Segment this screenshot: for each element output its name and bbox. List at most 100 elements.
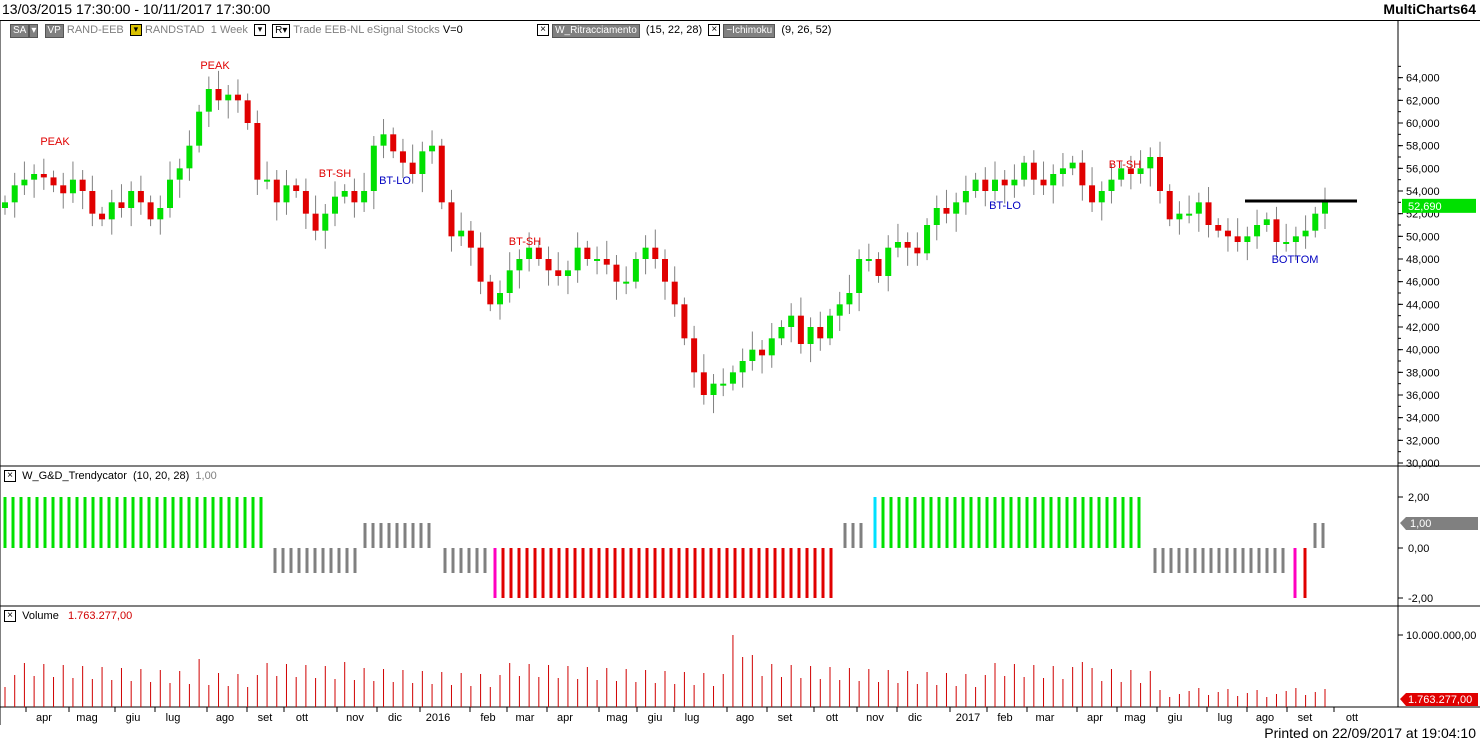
candle-body — [79, 179, 86, 191]
candle-body — [594, 259, 601, 261]
candle-body — [1195, 202, 1202, 214]
color-swatch[interactable]: ▾ — [129, 24, 142, 37]
trend-last-tag — [1406, 517, 1478, 530]
trend-label: 0,00 — [1408, 543, 1429, 555]
candle-body — [924, 225, 931, 254]
time-label: 2017 — [956, 712, 980, 724]
candle-body — [497, 293, 503, 305]
exchange-label: EEB-NL — [324, 24, 364, 36]
close-icon[interactable]: × — [4, 470, 16, 483]
trade-label: Trade — [293, 24, 322, 36]
candle-body — [1186, 213, 1193, 216]
candle-body — [749, 349, 756, 361]
candle-body — [865, 259, 872, 261]
candle-body — [1263, 219, 1270, 225]
candle-body — [1118, 168, 1125, 180]
trend-last-label: 1,00 — [1410, 518, 1431, 530]
indicator-params: (15, 22, 28) — [645, 24, 703, 36]
close-icon[interactable]: × — [708, 24, 721, 37]
candle-body — [992, 179, 998, 191]
signal-label: PEAK — [40, 136, 70, 148]
vp-button[interactable]: VP — [44, 24, 64, 38]
candle-body — [1234, 236, 1241, 242]
candle-body — [99, 213, 106, 220]
candle-body — [1254, 225, 1261, 237]
symbol-name: RANDSTAD — [144, 24, 205, 36]
candle-body — [759, 349, 766, 356]
candle-body — [254, 123, 261, 180]
candle-body — [1040, 179, 1047, 186]
candle-body — [40, 174, 47, 178]
candle-body — [1108, 179, 1115, 191]
candle-body — [846, 293, 853, 305]
candle-body — [215, 89, 222, 101]
candle-body — [739, 361, 746, 373]
signal-label: BT-SH — [319, 168, 351, 180]
price-label: 46,000 — [1406, 277, 1440, 289]
interval-dropdown[interactable]: ▾ — [253, 24, 266, 37]
candle-body — [1244, 236, 1251, 242]
candle-body — [720, 383, 727, 386]
candle-body — [836, 304, 843, 316]
candle-body — [1127, 168, 1134, 174]
candle-body — [1302, 230, 1309, 237]
candle-body — [302, 191, 309, 214]
pane2-header: × W_G&D_Trendycator (10, 20, 28) 1,00 — [4, 469, 217, 484]
candle-body — [652, 247, 659, 259]
candle-body — [1176, 213, 1183, 220]
date-range: 13/03/2015 17:30:00 - 10/11/2017 17:30:0… — [2, 1, 271, 17]
candle-body — [1283, 242, 1290, 244]
candle-body — [1098, 191, 1105, 203]
candle-body — [1157, 157, 1163, 191]
candle-body — [390, 134, 397, 152]
candle-body — [768, 338, 775, 356]
candle-body — [1215, 225, 1222, 231]
time-label: 2016 — [426, 712, 450, 724]
chart-area[interactable]: 64,000 62,000 60,000 58,000 56,000 54,000 52,0… — [0, 20, 1480, 725]
sa-dropdown[interactable]: ▾ — [29, 24, 39, 38]
candle-body — [1069, 162, 1076, 169]
chart-canvas[interactable]: 64,00062,00060,00058,00056,00054,00052,0… — [0, 21, 1480, 725]
candle-body — [564, 270, 571, 276]
app-name: MultiCharts64 — [1383, 1, 1476, 17]
candle-body — [933, 208, 940, 225]
trend-label: -2,00 — [1408, 593, 1433, 605]
candle-body — [118, 202, 125, 208]
time-label: apr — [557, 712, 573, 724]
candle-body — [176, 168, 183, 180]
pane2-name: W_G&D_Trendycator — [22, 470, 127, 482]
candle-body — [31, 174, 38, 180]
time-label: giu — [648, 712, 663, 724]
feed-label: eSignal — [367, 24, 404, 36]
candle-body — [700, 372, 707, 395]
sa-button[interactable]: SA — [10, 24, 30, 38]
candle-body — [574, 247, 581, 271]
candle-body — [1089, 185, 1096, 203]
candle-body — [545, 259, 552, 271]
indicator-ichimoku[interactable]: ~Ichimoku — [723, 24, 776, 38]
price-label: 48,000 — [1406, 254, 1440, 266]
indicator-ritracciamento[interactable]: W_Ritracciamento — [552, 24, 640, 38]
candle-body — [21, 179, 28, 186]
candle-body — [1030, 162, 1037, 180]
candle-body — [244, 100, 251, 123]
time-label: feb — [480, 712, 495, 724]
candle-body — [167, 179, 173, 208]
candle-body — [953, 202, 960, 214]
candle-body — [894, 242, 901, 248]
close-icon[interactable]: × — [4, 610, 16, 623]
candle-body — [506, 270, 513, 293]
time-label: dic — [388, 712, 403, 724]
candle-body — [535, 247, 542, 259]
candle-body — [157, 208, 164, 220]
candle-body — [89, 191, 96, 214]
price-label: 34,000 — [1406, 413, 1440, 425]
candle-body — [962, 191, 969, 203]
last-price-tag — [1402, 198, 1476, 213]
close-icon[interactable]: × — [537, 24, 549, 37]
candle-body — [1011, 179, 1018, 186]
time-label: feb — [997, 712, 1012, 724]
time-label: mag — [606, 712, 627, 724]
r-dropdown[interactable]: R▾ — [272, 24, 291, 38]
time-label: nov — [866, 712, 884, 724]
